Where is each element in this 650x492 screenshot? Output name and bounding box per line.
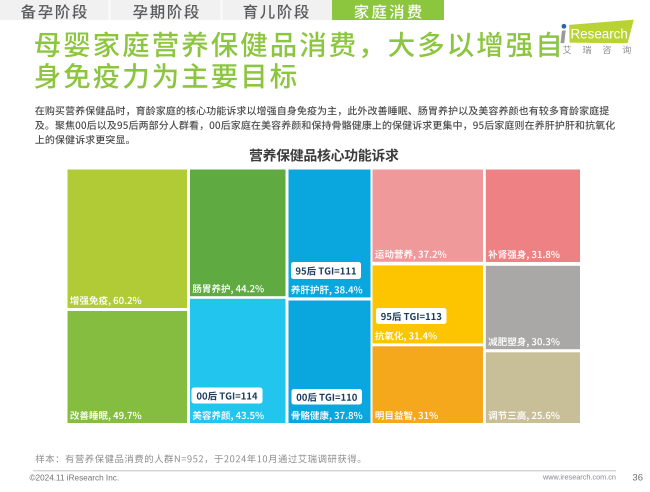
svg-text:Research: Research bbox=[571, 26, 628, 41]
svg-text:36: 36 bbox=[632, 473, 643, 484]
svg-text:©2024.11 iResearch Inc.: ©2024.11 iResearch Inc. bbox=[30, 473, 120, 482]
svg-text:www.iresearch.com.cn: www.iresearch.com.cn bbox=[542, 473, 616, 482]
